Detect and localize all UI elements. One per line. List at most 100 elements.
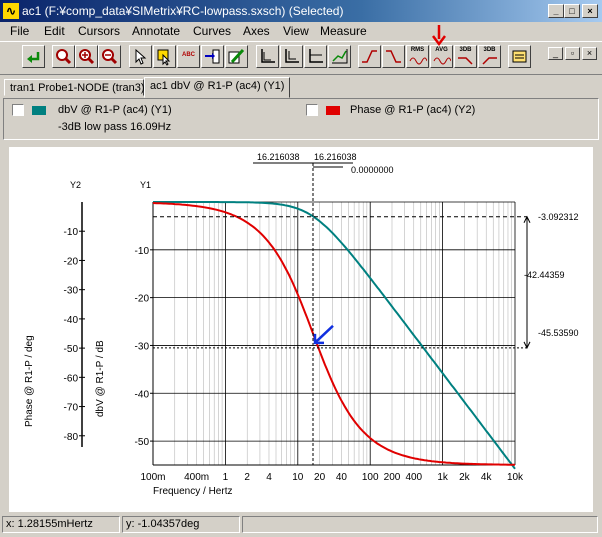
cursor-x1-value: 16.216038 <box>257 152 300 162</box>
y2-tick-label: -20 <box>64 256 79 267</box>
x-tick-label: 10 <box>292 472 304 483</box>
cursor-diff-arrow <box>523 215 531 223</box>
maximize-button[interactable]: □ <box>564 4 580 18</box>
title-bar: ∿ ac1 (F:¥comp_data¥SIMetrix¥RC-lowpass.… <box>0 0 602 22</box>
zoom-in-icon[interactable] <box>75 45 98 68</box>
curve2-label[interactable]: Phase @ R1-P (ac4) (Y2) <box>350 104 476 116</box>
curve-dbv <box>153 201 516 470</box>
new-axis-icon[interactable] <box>280 45 303 68</box>
cursor-x2-value: 16.216038 <box>314 152 357 162</box>
close-button[interactable]: × <box>582 4 598 18</box>
lowpass-3db-icon[interactable]: 3DB <box>454 45 477 68</box>
curve1-checkbox[interactable] <box>12 104 24 116</box>
curve2-swatch <box>326 106 340 115</box>
menu-edit[interactable]: Edit <box>44 24 65 38</box>
simetrix-icon[interactable]: ∿ <box>3 3 19 19</box>
zoom-icon[interactable] <box>52 45 75 68</box>
blue-arrow-annotation <box>313 333 324 345</box>
y1-tick-label: -40 <box>135 389 150 400</box>
new-grid-icon[interactable] <box>304 45 327 68</box>
x-tick-label: 1k <box>437 472 449 483</box>
average-icon[interactable]: AVG <box>430 45 453 68</box>
cursor-y-bot-value: -45.53590 <box>538 328 579 338</box>
menu-curves[interactable]: Curves <box>193 24 232 38</box>
y1-tick-label: -10 <box>135 246 150 257</box>
annotate-text-icon[interactable]: ABC <box>177 45 200 68</box>
x-tick-label: 4 <box>266 472 272 483</box>
y2-axis-title: Y2 <box>70 180 81 190</box>
mdi-restore-button[interactable]: ▫ <box>565 47 580 60</box>
mdi-minimize-button[interactable]: _ <box>548 47 563 60</box>
select-all-icon[interactable] <box>153 45 176 68</box>
status-extra <box>242 516 598 533</box>
cursor-y-top-value: -3.092312 <box>538 212 579 222</box>
menu-bar: File Edit Cursors Annotate Curves Axes V… <box>0 22 602 60</box>
plot-curves <box>152 162 531 470</box>
x-tick-label: 400m <box>184 472 209 483</box>
menu-file[interactable]: File <box>10 24 30 38</box>
tab-tran1[interactable]: tran1 Probe1-NODE (tran3) <box>4 79 145 96</box>
curve-style-icon[interactable] <box>328 45 351 68</box>
bode-plot[interactable]: 100m 400m 1 2 4 10 20 40 100 200 400 1k 2k 4k 10k -10 -2… <box>9 147 593 512</box>
menu-cursors[interactable]: Cursors <box>78 24 121 38</box>
menu-annotate[interactable]: Annotate <box>132 24 181 38</box>
cursor-y-diff-value: -42.44359 <box>524 270 565 280</box>
y2-tick-label: -60 <box>64 373 79 384</box>
insert-annotation-icon[interactable] <box>201 45 224 68</box>
axis-icon[interactable] <box>256 45 279 68</box>
fall-time-icon[interactable] <box>382 45 405 68</box>
red-arrow-annotation <box>432 25 446 46</box>
blue-arrow-annotation <box>315 324 334 343</box>
y1-tick-label: -50 <box>135 437 150 448</box>
toolbar <box>0 41 602 75</box>
rise-time-icon[interactable] <box>358 45 381 68</box>
edit-annotation-icon[interactable] <box>225 45 248 68</box>
status-y: y: -1.04357deg <box>122 516 240 533</box>
y2-tick-label: -50 <box>64 344 79 355</box>
y2-axis-label: Phase @ R1-P / deg <box>24 335 35 427</box>
curve2-checkbox[interactable] <box>306 104 318 116</box>
plot-area[interactable]: 100m 400m 1 2 4 10 20 40 100 200 400 1k 2k 4k 10k -10 -2… <box>9 147 593 512</box>
highpass-3db-icon[interactable]: 3DB <box>478 45 501 68</box>
y1-axis-label: dbV @ R1-P / dB <box>95 340 106 417</box>
measurement-result: -3dB low pass 16.09Hz <box>58 121 172 133</box>
x-tick-label: 20 <box>314 472 326 483</box>
y1-axis-title: Y1 <box>140 180 151 190</box>
cursor-delta-value: 0.0000000 <box>351 165 394 175</box>
x-tick-label: 200 <box>384 472 401 483</box>
menu-view[interactable]: View <box>283 24 309 38</box>
x-tick-label: 1 <box>223 472 229 483</box>
cursor-diff-arrow <box>523 341 531 349</box>
y2-tick-label: -70 <box>64 403 79 414</box>
x-tick-label: 10k <box>507 472 524 483</box>
x-tick-label: 100 <box>362 472 379 483</box>
x-tick-label: 100m <box>140 472 165 483</box>
menu-measure[interactable]: Measure <box>320 24 367 38</box>
plot-ticks: 100m 400m 1 2 4 10 20 40 100 200 400 1k 2k 4k 10k -10 -2… <box>64 227 525 483</box>
x-axis-label: Frequency / Hertz <box>153 486 232 497</box>
plot-grid <box>81 201 516 466</box>
minimize-button[interactable]: _ <box>548 4 564 18</box>
undo-zoom-icon[interactable] <box>22 45 45 68</box>
zoom-out-icon[interactable] <box>98 45 121 68</box>
window-title: ac1 (F:¥comp_data¥SIMetrix¥RC-lowpass.sx… <box>22 4 344 18</box>
mdi-close-button[interactable]: × <box>582 47 597 60</box>
curve1-swatch <box>32 106 46 115</box>
curve1-label[interactable]: dbV @ R1-P (ac4) (Y1) <box>58 104 172 116</box>
x-tick-label: 2k <box>459 472 471 483</box>
y1-tick-label: -20 <box>135 294 150 305</box>
properties-icon[interactable] <box>508 45 531 68</box>
y2-tick-label: -40 <box>64 315 79 326</box>
status-x: x: 1.28155mHertz <box>2 516 120 533</box>
curve-phase <box>152 202 515 466</box>
select-icon[interactable] <box>129 45 152 68</box>
x-tick-label: 4k <box>481 472 493 483</box>
rms-icon[interactable]: RMS <box>406 45 429 68</box>
y2-tick-label: -10 <box>64 227 79 238</box>
tab-ac1[interactable]: ac1 dbV @ R1-P (ac4) (Y1) <box>144 77 290 98</box>
x-tick-label: 2 <box>244 472 250 483</box>
y2-tick-label: -30 <box>64 286 79 297</box>
x-tick-label: 400 <box>405 472 422 483</box>
menu-axes[interactable]: Axes <box>243 24 270 38</box>
curve-legend <box>3 98 599 140</box>
